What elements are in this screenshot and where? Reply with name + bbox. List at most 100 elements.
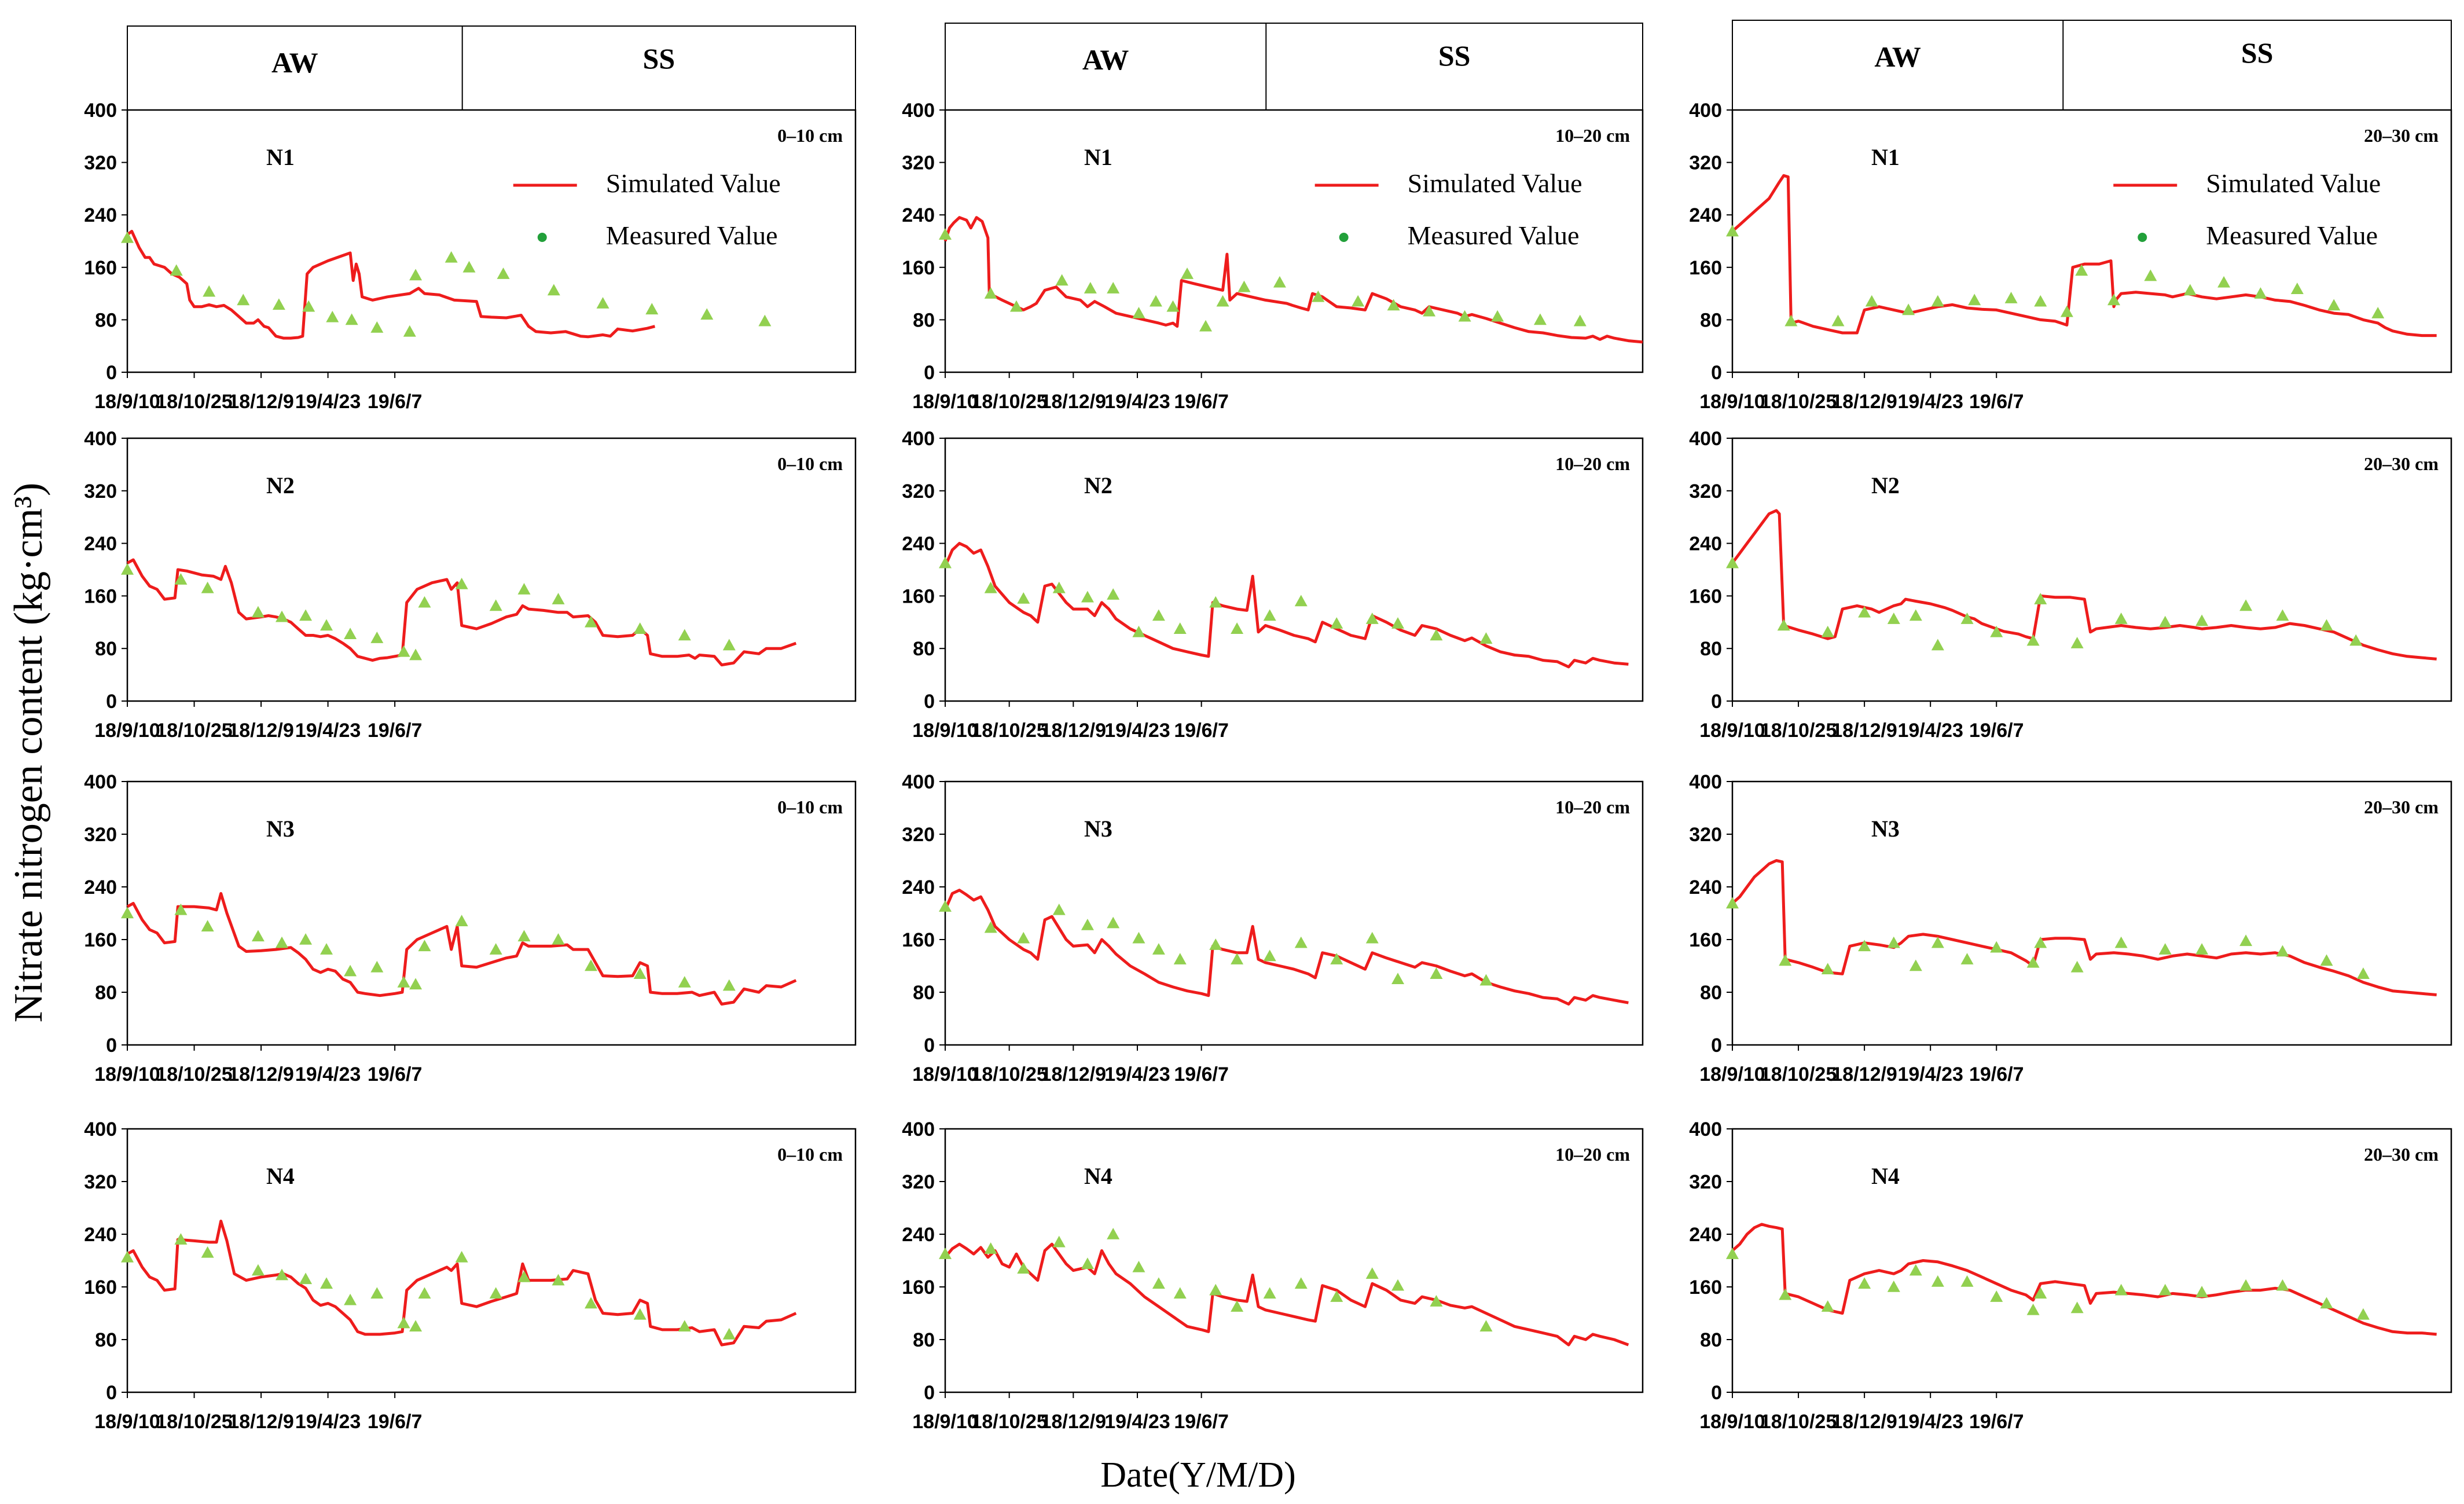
- simulated-series-line: [126, 1219, 797, 1347]
- measured-point: [497, 267, 510, 279]
- x-tick-label: 19/6/7: [1969, 1063, 2024, 1085]
- measured-point: [462, 261, 476, 273]
- measured-point: [2320, 619, 2333, 631]
- y-tick-label: 320: [1689, 152, 1722, 174]
- measured-point: [370, 632, 384, 643]
- y-tick-label: 80: [913, 638, 935, 660]
- measured-point: [645, 303, 659, 315]
- measured-point: [1821, 1300, 1834, 1312]
- measured-point: [2026, 956, 2040, 968]
- x-tick-label: 18/9/10: [94, 1411, 160, 1433]
- measured-point: [1779, 1288, 1792, 1300]
- measured-point: [1387, 299, 1400, 311]
- measured-point: [1273, 276, 1286, 288]
- y-tick-label: 240: [1689, 204, 1722, 226]
- y-tick-label: 400: [902, 100, 935, 122]
- measured-point: [344, 964, 357, 977]
- measured-point: [272, 298, 285, 310]
- measured-point: [1960, 612, 1974, 624]
- x-tick-label: 18/9/10: [1699, 1411, 1765, 1433]
- measured-point: [1231, 1300, 1244, 1312]
- x-tick-label: 19/6/7: [368, 1411, 423, 1433]
- measured-point: [370, 321, 384, 333]
- y-tick-label: 400: [1689, 771, 1722, 793]
- period-label-ss: SS: [1438, 39, 1471, 72]
- y-tick-label: 240: [902, 876, 935, 898]
- depth-label: 20–30 cm: [2364, 453, 2439, 474]
- period-header-col2: AW SS: [945, 23, 1643, 111]
- measured-point: [2195, 943, 2209, 955]
- measured-point: [2114, 936, 2128, 948]
- x-tick-label: 18/10/25: [1760, 720, 1837, 742]
- y-tick-label: 80: [95, 982, 117, 1004]
- y-tick-label: 160: [84, 257, 117, 279]
- y-tick-label: 240: [84, 1224, 117, 1246]
- depth-label: 20–30 cm: [2364, 1144, 2439, 1165]
- measured-point: [1017, 931, 1030, 944]
- period-header-box: [1732, 20, 2452, 111]
- simulated-series-line: [1731, 859, 2437, 996]
- measured-point: [2276, 945, 2289, 957]
- measured-point: [201, 581, 214, 593]
- measured-point: [1990, 625, 2003, 637]
- x-tick-label: 19/4/23: [1897, 1411, 1963, 1433]
- y-tick-label: 240: [902, 204, 935, 226]
- measured-point: [1209, 1283, 1222, 1296]
- measured-point: [370, 960, 384, 973]
- measured-point: [2004, 292, 2018, 303]
- measured-point: [1173, 1287, 1187, 1299]
- measured-point: [201, 920, 214, 932]
- simulated-series-line: [1731, 509, 2437, 661]
- measured-point: [1902, 303, 1915, 316]
- measured-point: [722, 979, 736, 991]
- x-tick-label: 19/4/23: [1104, 391, 1170, 413]
- measured-point: [722, 1327, 736, 1340]
- y-tick-label: 240: [902, 1224, 935, 1246]
- measured-point: [1726, 897, 1739, 909]
- measured-point: [2026, 634, 2040, 646]
- measured-point: [1231, 622, 1244, 634]
- legend-measured-label: Measured Value: [1408, 221, 1580, 250]
- measured-point: [2158, 943, 2172, 955]
- treatment-label: N2: [266, 472, 295, 498]
- period-label-aw: AW: [271, 46, 318, 79]
- period-header-col1: AW SS: [127, 25, 856, 111]
- measured-point: [2239, 934, 2253, 947]
- y-tick-label: 80: [95, 309, 117, 331]
- y-tick-label: 0: [106, 1035, 117, 1057]
- measured-point: [1960, 953, 1974, 964]
- depth-label: 20–30 cm: [2364, 125, 2439, 146]
- x-tick-label: 18/10/25: [1760, 1411, 1837, 1433]
- measured-point: [1263, 949, 1276, 962]
- simulated-series-line: [1731, 174, 2437, 338]
- y-tick-label: 320: [902, 152, 935, 174]
- measured-point: [700, 308, 714, 320]
- y-tick-label: 0: [1711, 691, 1722, 713]
- measured-point: [758, 314, 772, 327]
- treatment-label: N4: [1871, 1163, 1900, 1189]
- measured-point: [489, 943, 502, 955]
- measured-point: [1294, 936, 1308, 948]
- depth-label: 10–20 cm: [1555, 1144, 1630, 1165]
- measured-point: [1931, 295, 1944, 307]
- measured-point: [2026, 1303, 2040, 1315]
- plot-frame: [944, 780, 1644, 1046]
- x-tick-label: 19/4/23: [1104, 720, 1170, 742]
- measured-point: [299, 1272, 313, 1285]
- simulated-series-line: [943, 889, 1629, 1006]
- depth-label: 10–20 cm: [1555, 797, 1630, 817]
- measured-point: [320, 619, 333, 631]
- measured-point: [345, 313, 358, 325]
- measured-point: [455, 915, 468, 926]
- y-tick-label: 320: [84, 480, 117, 502]
- measured-point: [1173, 622, 1187, 634]
- measured-point: [1330, 953, 1343, 964]
- measured-point: [1865, 295, 1878, 307]
- period-label-aw: AW: [1082, 43, 1129, 76]
- measured-point: [1152, 943, 1165, 955]
- x-tick-label: 18/9/10: [94, 720, 160, 742]
- measured-point: [1365, 1267, 1379, 1279]
- x-tick-label: 18/12/9: [1041, 1411, 1106, 1433]
